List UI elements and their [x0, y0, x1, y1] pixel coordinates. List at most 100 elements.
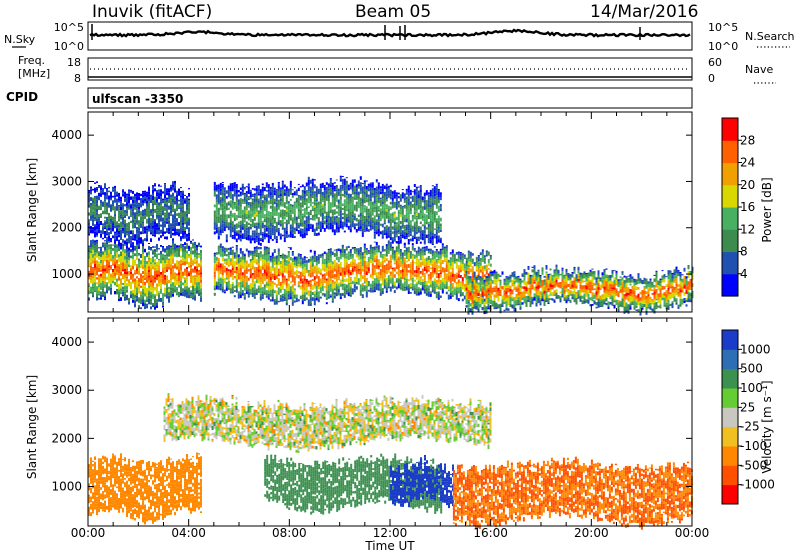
power-cell [403, 280, 406, 282]
power-cell [327, 262, 330, 267]
power-cell [349, 263, 352, 267]
power-cell [315, 197, 318, 200]
power-cell [92, 227, 94, 230]
power-cell [307, 258, 310, 263]
power-cell [305, 227, 308, 232]
power-cell [431, 250, 434, 254]
power-cell [134, 193, 136, 195]
power-cell [100, 203, 102, 207]
power-cell [88, 233, 90, 236]
power-cell [325, 271, 328, 276]
power-cell [144, 303, 146, 307]
power-cell [223, 265, 226, 268]
power-cell [178, 253, 180, 257]
power-cell [471, 274, 474, 279]
power-cell [281, 186, 284, 190]
power-cell [231, 253, 234, 255]
power-cell [289, 226, 292, 230]
power-cell [98, 208, 100, 211]
power-cell [118, 205, 120, 207]
power-cell [285, 195, 288, 199]
power-cell [231, 205, 234, 210]
power-cell [194, 257, 196, 259]
power-cell [257, 279, 260, 284]
power-cell [403, 283, 406, 287]
power-cell [325, 211, 328, 216]
power-cell [401, 252, 404, 256]
power-cell [251, 282, 254, 285]
power-cell [90, 240, 92, 242]
power-cell [449, 263, 452, 266]
power-cell [395, 271, 398, 275]
power-cell [186, 261, 188, 265]
power-cell [184, 279, 186, 283]
power-cell [130, 249, 132, 253]
power-cell [90, 253, 92, 257]
power-cell [132, 289, 134, 294]
power-cell [315, 199, 318, 201]
power-cell [180, 262, 182, 264]
power-cell [357, 202, 360, 205]
power-cell [178, 269, 180, 273]
power-cell [361, 232, 364, 235]
power-cell [106, 284, 108, 287]
power-cell [433, 291, 436, 294]
power-cell [489, 263, 492, 267]
power-cell [311, 255, 314, 259]
power-cell [172, 217, 174, 221]
power-cell [307, 189, 310, 191]
power-cell [419, 271, 422, 273]
power-cell [247, 186, 250, 190]
power-cell [363, 245, 366, 248]
power-cell [455, 290, 458, 294]
power-cell [213, 285, 216, 288]
power-cell [297, 205, 300, 209]
power-cell [237, 212, 240, 216]
power-cell [154, 274, 156, 278]
power-cell [337, 210, 340, 212]
power-cell [293, 271, 296, 275]
power-cell [291, 189, 294, 191]
power-cell [347, 193, 350, 197]
power-cell [337, 220, 340, 225]
power-cell [146, 267, 148, 270]
power-cell [130, 255, 132, 259]
power-cell [407, 287, 410, 291]
power-cell [301, 258, 304, 261]
power-cell [343, 271, 346, 275]
power-cell [293, 206, 296, 209]
power-cell [347, 198, 350, 202]
power-cell [375, 283, 378, 287]
cpid-label: CPID [6, 90, 38, 104]
power-cell [449, 259, 452, 264]
power-cell [114, 240, 116, 244]
power-cell [383, 278, 386, 280]
power-cell [309, 289, 312, 291]
power-cell [233, 189, 236, 194]
power-cell [215, 219, 218, 222]
power-cell [215, 224, 218, 228]
power-cell [112, 195, 114, 198]
power-cell [160, 206, 162, 211]
power-cell [118, 192, 120, 194]
power-cell [321, 282, 324, 286]
power-cell [114, 191, 116, 196]
power-cell [215, 190, 218, 192]
power-cell [168, 245, 170, 248]
power-cell [104, 298, 106, 301]
power-cell [347, 254, 350, 258]
power-cell [104, 221, 106, 224]
power-cell [168, 212, 170, 217]
power-cell [293, 214, 296, 216]
power-cell [343, 182, 346, 186]
power-cell [257, 203, 260, 206]
power-cell [437, 282, 440, 285]
power-cell [259, 242, 262, 246]
power-cell [267, 266, 270, 271]
power-cell [259, 212, 262, 215]
power-cell [443, 279, 446, 284]
power-cell [345, 200, 348, 205]
power-cell [255, 246, 258, 250]
power-cell [277, 261, 280, 266]
power-cell [196, 244, 198, 248]
